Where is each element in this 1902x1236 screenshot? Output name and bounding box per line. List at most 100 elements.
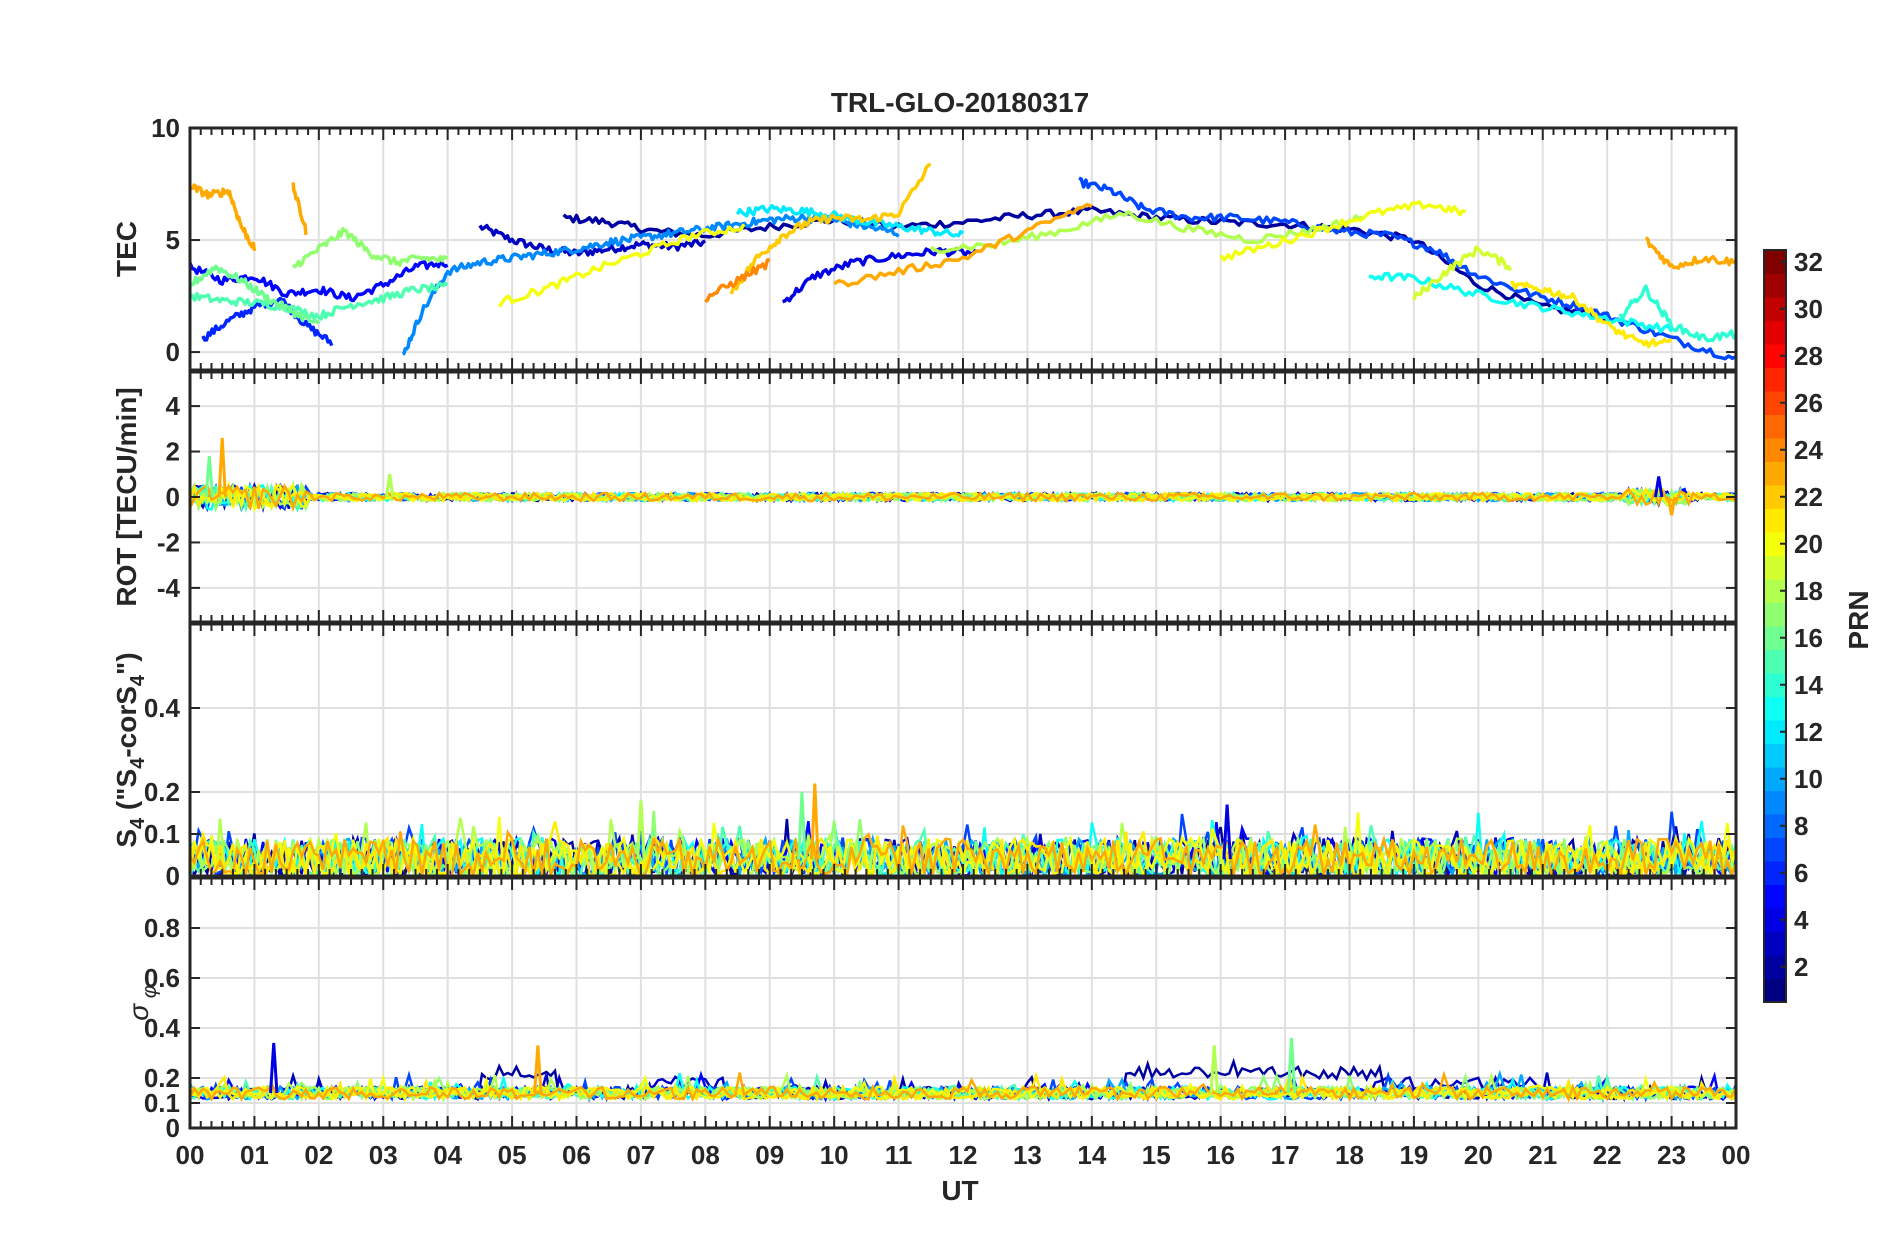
colorbar-tick-label: 24	[1794, 435, 1823, 465]
colorbar-segment	[1764, 532, 1786, 556]
colorbar-tick-label: 28	[1794, 341, 1823, 371]
x-tick-label: 00	[1722, 1140, 1751, 1170]
series-line-prn-21	[190, 482, 1736, 510]
x-tick-label: 13	[1013, 1140, 1042, 1170]
y-tick-label: 10	[151, 113, 180, 143]
y-axis-label: S4 ("S4-corS4")	[111, 652, 149, 847]
series-line-prn-21	[1510, 280, 1673, 349]
x-tick-label: 08	[691, 1140, 720, 1170]
series-line-prn-17	[291, 226, 448, 269]
x-tick-label: 15	[1142, 1140, 1171, 1170]
x-tick-label: 04	[433, 1140, 462, 1170]
y-tick-label: 0.2	[144, 1063, 180, 1093]
colorbar-tick-label: 22	[1794, 482, 1823, 512]
colorbar-segment	[1764, 461, 1786, 486]
series-group	[190, 1037, 1736, 1104]
colorbar-segment	[1764, 391, 1786, 415]
x-tick-label: 09	[755, 1140, 784, 1170]
x-tick-label: 01	[240, 1140, 269, 1170]
y-axis-label: TEC	[111, 221, 142, 277]
colorbar-tick-label: 4	[1794, 905, 1809, 935]
x-tick-label: 17	[1271, 1140, 1300, 1170]
colorbar-segment	[1764, 767, 1786, 791]
colorbar-tick-label: 32	[1794, 247, 1823, 277]
x-tick-label: 20	[1464, 1140, 1493, 1170]
series-line-prn-5	[190, 258, 449, 303]
panel-s4: 0 0.1 0.2 0.4S4 ("S4-corS4")	[111, 622, 1738, 891]
colorbar-segment	[1764, 579, 1786, 603]
colorbar-tick-label: 18	[1794, 576, 1823, 606]
peak-mark	[797, 791, 807, 860]
x-axis-label: UT	[941, 1175, 978, 1206]
colorbar-segment	[1764, 297, 1786, 321]
y-tick-label: 0.6	[144, 963, 180, 993]
series-line-prn-23	[190, 183, 257, 252]
colorbar-tick-label: 2	[1794, 952, 1808, 982]
x-tick-label: 00	[176, 1140, 205, 1170]
x-tick-label: 23	[1657, 1140, 1686, 1170]
chart-title: TRL-GLO-20180317	[831, 87, 1089, 118]
y-axis-label: σ φ	[123, 985, 161, 1021]
y-axis-label: ROT [TECU/min]	[111, 387, 142, 606]
colorbar-segment	[1764, 602, 1786, 627]
series-line-prn-19	[1412, 245, 1512, 301]
colorbar-segment	[1764, 367, 1786, 392]
colorbar-tick-label: 30	[1794, 294, 1823, 324]
colorbar-segment	[1764, 861, 1786, 885]
peak-mark	[384, 474, 395, 498]
colorbar-segment	[1764, 720, 1786, 744]
colorbar-tick-label: 26	[1794, 388, 1823, 418]
colorbar-segment	[1764, 414, 1786, 439]
peak-mark	[1286, 1037, 1297, 1094]
colorbar-segment	[1764, 884, 1786, 909]
panel-sigma-phi: 00.10.2 0.4 0.6 0.8 σ φ 00 01 02 03 04 05 06 07 08 09 1…	[123, 876, 1751, 1170]
y-tick-label: 0.1	[144, 1088, 180, 1118]
x-tick-label: 06	[562, 1140, 591, 1170]
x-tick-label: 05	[498, 1140, 527, 1170]
series-line-prn-23	[190, 1070, 1736, 1103]
x-tick-label: 07	[626, 1140, 655, 1170]
colorbar-tick-label: 16	[1794, 623, 1823, 653]
x-tick-label: 03	[369, 1140, 398, 1170]
y-tick-label: 0	[166, 482, 180, 512]
x-tick-label: 22	[1593, 1140, 1622, 1170]
colorbar-segment	[1764, 931, 1786, 956]
series-line-prn-23	[190, 482, 1736, 513]
x-tick-label: 19	[1399, 1140, 1428, 1170]
series-line-prn-23	[833, 202, 1093, 288]
colorbar-tick-label: 20	[1794, 529, 1823, 559]
y-tick-label: 0.1	[144, 819, 180, 849]
colorbar-segment	[1764, 837, 1786, 862]
peak-mark	[204, 455, 215, 498]
colorbar-segment	[1764, 978, 1786, 1003]
series-line-prn-20	[190, 1073, 1736, 1104]
colorbar-segment	[1764, 273, 1786, 298]
peak-mark	[810, 783, 820, 860]
colorbar-segment	[1764, 438, 1786, 462]
peak-mark	[1653, 476, 1664, 498]
series-line-prn-23	[291, 182, 308, 235]
colorbar-segment	[1764, 344, 1786, 368]
colorbar-segment	[1764, 555, 1786, 580]
colorbar-segment	[1764, 955, 1786, 979]
series-line-prn-22	[729, 162, 932, 295]
colorbar-tick-label: 12	[1794, 717, 1823, 747]
series-line-prn-16	[190, 264, 321, 325]
colorbar-segment	[1764, 743, 1786, 768]
y-tick-label: 0.2	[144, 777, 180, 807]
y-tick-label: 0	[166, 1113, 180, 1143]
peak-mark	[1222, 804, 1232, 860]
peak-mark	[533, 1045, 543, 1094]
colorbar-segment	[1764, 673, 1786, 697]
panel-rot: -4 -2 0 2 4 ROT [TECU/min]	[111, 370, 1738, 624]
x-tick-label: 21	[1528, 1140, 1557, 1170]
y-tick-label: 2	[166, 437, 180, 467]
y-tick-label: 5	[166, 225, 180, 255]
colorbar-segment	[1764, 320, 1786, 345]
colorbar-segment	[1764, 790, 1786, 815]
peak-mark	[1666, 496, 1677, 516]
series-line-prn-20	[1219, 200, 1466, 262]
colorbar-tick-label: 8	[1794, 811, 1808, 841]
